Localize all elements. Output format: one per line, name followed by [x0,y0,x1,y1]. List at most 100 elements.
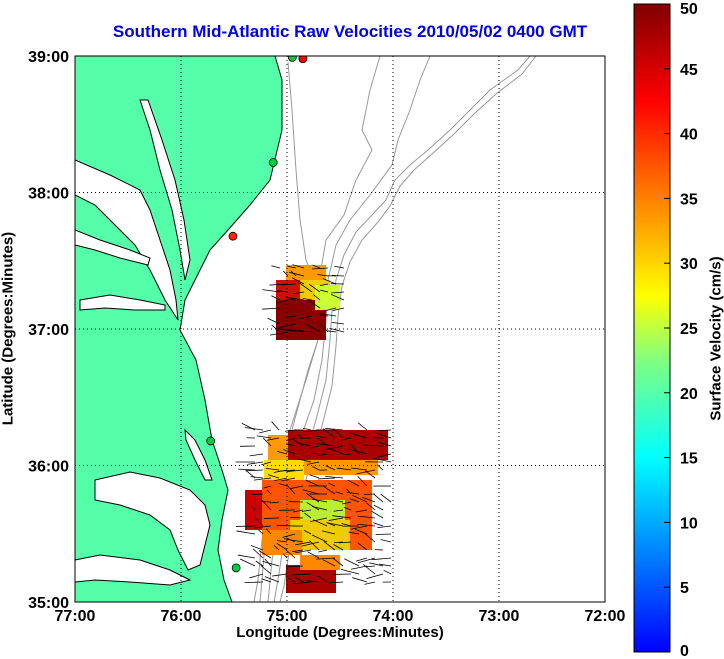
velocity-arrow [376,464,384,471]
velocity-arrow [285,565,304,568]
velocity-field [245,265,388,593]
colorbar-tick-label: 30 [680,256,698,273]
velocity-arrow [255,560,264,567]
velocity-arrow [327,330,337,333]
velocity-arrow [276,542,288,551]
velocity-arrow [266,437,280,441]
velocity-arrow [336,467,352,471]
velocity-arrow [262,560,280,567]
velocity-arrow [332,515,352,519]
velocity-arrow [312,466,320,471]
velocity-arrow [291,438,304,447]
velocity-arrow [333,544,344,551]
velocity-arrow [271,295,281,301]
colorbar-tick-label: 40 [680,127,698,144]
velocity-arrow [253,477,272,481]
velocity-arrow [250,476,264,479]
velocity-arrow [325,445,344,451]
velocity-arrow [292,264,305,269]
velocity-arrow [332,557,344,567]
velocity-arrow [326,447,344,455]
colorbar-tick-label: 10 [680,515,698,532]
velocity-arrow [342,501,352,505]
velocity-arrow [355,509,368,513]
velocity-arrow [277,451,288,455]
velocity-arrow [237,554,256,559]
velocity-arrow [276,524,296,527]
velocity-arrow [307,461,320,465]
velocity-arrow [261,461,272,466]
velocity-arrow [305,479,320,487]
velocity-arrow [303,530,312,535]
velocity-arrow [276,299,289,304]
velocity-arrow [302,298,313,301]
velocity-arrow [332,499,344,503]
velocity-arrow [319,314,329,317]
velocity-arrow [307,299,321,309]
velocity-arrow [285,549,296,559]
velocity-arrow [267,317,281,325]
velocity-arrow [263,485,272,489]
colorbar-tick-label: 0 [680,643,689,659]
velocity-arrow [296,442,312,447]
colorbar-tick-label: 20 [680,386,698,403]
x-tick-label: 76:00 [161,608,202,625]
velocity-arrow [244,581,264,584]
velocity-arrow [356,557,368,562]
velocity-arrow [333,509,344,512]
velocity-arrow [350,525,368,530]
velocity-arrow [291,277,305,285]
velocity-arrow [281,477,296,482]
velocity-arrow [254,525,272,529]
velocity-arrow [301,541,320,547]
velocity-arrow [348,531,360,535]
x-tick-label: 74:00 [373,608,414,625]
velocity-arrow [375,533,392,536]
velocity-arrow [309,540,320,551]
velocity-arrow [306,323,321,333]
velocity-arrow [311,452,320,455]
velocity-arrow [316,557,336,560]
velocity-arrow [282,533,296,538]
colorbar-tick-label: 5 [680,580,689,597]
velocity-arrow [289,485,304,490]
velocity-arrow [301,509,312,512]
velocity-arrow [244,427,264,431]
velocity-arrow [316,435,328,439]
velocity-arrow [264,576,280,583]
velocity-arrow [311,506,328,511]
velocity-arrow [319,283,329,287]
velocity-arrow [340,437,352,441]
velocity-arrow [284,328,305,333]
velocity-arrow [286,484,296,495]
velocity-arrow [320,289,329,293]
velocity-arrow [271,265,281,269]
velocity-arrow [282,553,288,559]
velocity-arrow [357,422,368,431]
velocity-arrow [318,549,328,553]
velocity-arrow [335,491,344,495]
velocity-arrow [380,493,392,503]
velocity-arrow [333,541,344,544]
velocity-arrow [292,581,312,585]
velocity-arrow [250,505,256,511]
velocity-arrow [283,449,296,455]
velocity-arrow [238,468,256,471]
velocity-arrow [329,581,344,584]
velocity-arrow [378,441,392,447]
x-tick-labels: 77:00 76:00 75:00 74:00 73:00 72:00 [55,608,626,625]
velocity-arrow [357,542,368,551]
velocity-arrow [352,577,368,583]
velocity-arrow [350,444,360,455]
velocity-arrow [278,482,288,487]
velocity-arrow [254,517,264,527]
velocity-arrow [299,315,313,319]
colorbar-tick-label: 35 [680,191,698,208]
velocity-arrow [302,489,320,495]
velocity-arrow [286,437,296,441]
velocity-arrow [313,294,321,301]
velocity-arrow [299,282,313,293]
velocity-arrow [247,461,264,465]
velocity-arrow [251,493,264,495]
